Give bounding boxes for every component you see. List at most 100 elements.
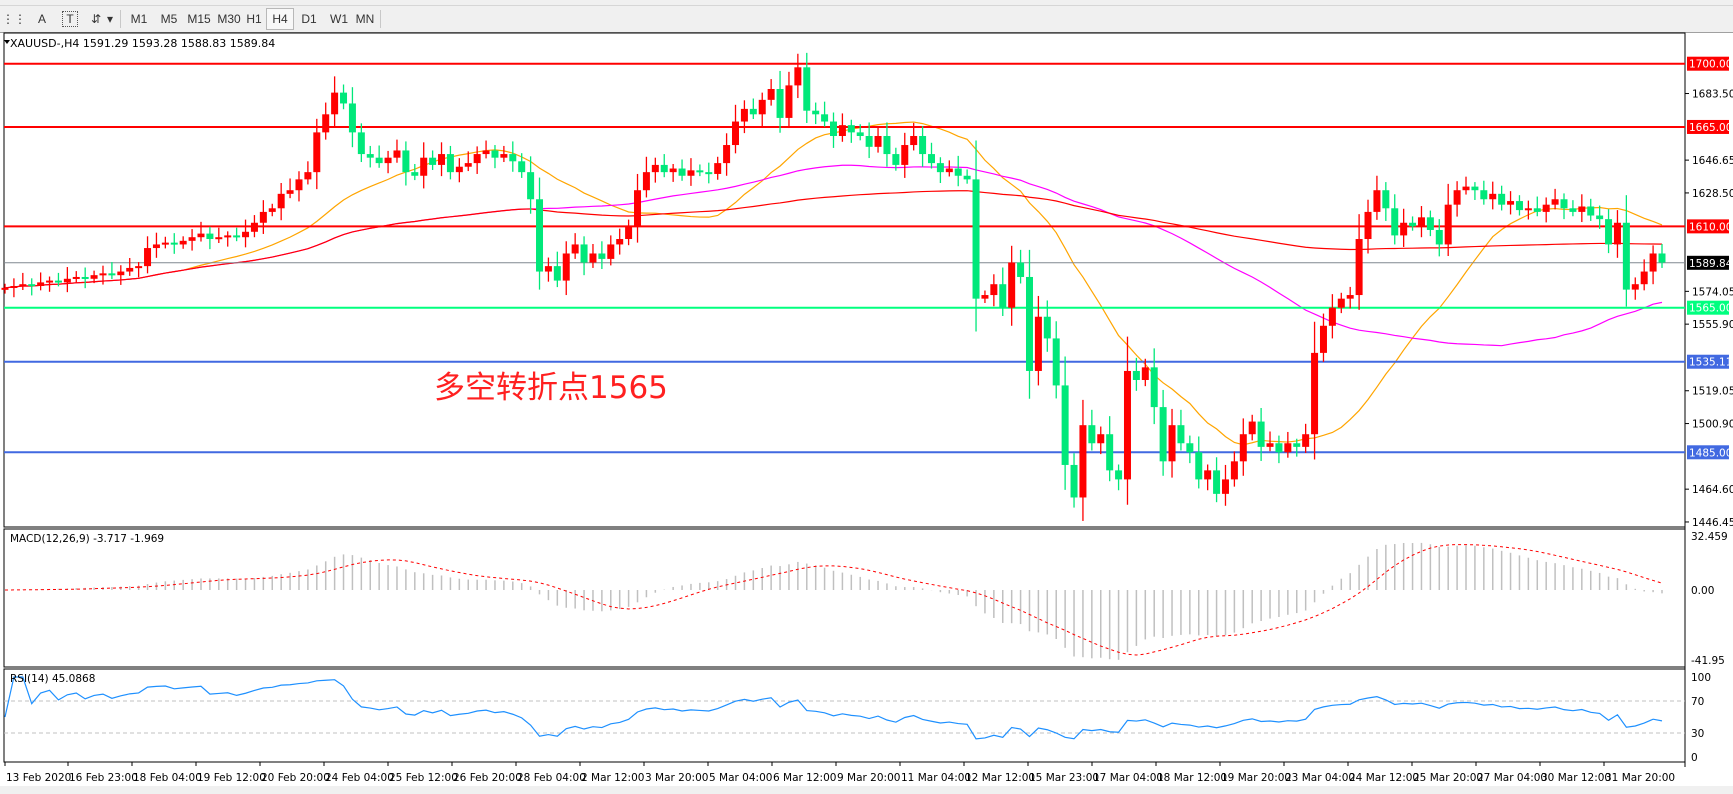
time-axis-label: 18 Mar 12:00 [1157,772,1227,784]
bull-candle-body [838,125,846,136]
timeframe-d1-button[interactable]: D1 [301,12,317,26]
time-axis-label: 11 Mar 04:00 [901,772,971,784]
text-tool-icon[interactable]: A [37,12,46,26]
timeframe-h1-button[interactable]: H1 [246,12,262,26]
time-axis-label: 25 Feb 12:00 [389,772,458,784]
bear-candle-body [1471,186,1479,191]
bull-candle-body [322,114,330,133]
bull-candle-body [197,233,205,238]
price-axis-label: 1464.60 [1692,484,1733,496]
bear-candle-body [553,266,561,281]
bear-candle-body [1596,215,1604,220]
timeframe-mn-button[interactable]: MN [355,12,375,26]
bull-candle-body [313,132,321,173]
candles [1,52,1666,521]
bear-candle-body [1017,262,1025,277]
macd-axis-label: -41.95 [1691,655,1725,667]
bear-candle-body [954,168,962,176]
collapse-triangle-icon[interactable] [4,40,10,44]
bull-candle-body [1444,204,1452,245]
bear-candle-body [1177,425,1185,444]
bull-candle-body [1141,367,1149,380]
bear-candle-body [1025,276,1033,371]
bull-candle-body [1346,295,1354,299]
bull-candle-body [589,253,597,263]
bear-candle-body [1480,190,1488,200]
bull-candle-body [179,240,187,245]
toolbar-separator [380,10,381,28]
bull-candle-body [473,154,481,164]
timeframe-m15-button[interactable]: M15 [187,12,211,26]
time-axis-label: 5 Mar 04:00 [709,772,772,784]
arrows-tool-icon[interactable]: ⇵ [90,12,102,26]
bear-candle-body [1070,464,1078,498]
bull-candle-body [714,163,722,174]
current-price-label: 1589.84 [1689,258,1733,270]
bull-candle-body [250,222,258,232]
text-label-tool-icon[interactable]: T [62,11,78,27]
bull-candle-body [500,154,508,158]
bear-candle-body [883,135,891,155]
timeframe-w1-button[interactable]: W1 [330,12,348,26]
bull-candle-body [634,190,642,227]
bull-candle-body [393,150,401,158]
bull-candle-body [607,244,615,259]
bull-candle-body [910,135,918,146]
time-axis-label: 26 Feb 20:00 [453,772,522,784]
bear-candle-body [108,273,116,276]
bull-candle-body [1221,479,1229,494]
bear-candle-body [1115,470,1123,480]
timeframe-h4-button[interactable]: H4 [266,8,294,30]
bull-candle-body [1613,222,1621,245]
price-axis-label: 1500.90 [1692,419,1733,431]
bull-candle-body [1649,253,1657,272]
ma-slow-line [4,190,1663,289]
bear-candle-body [491,150,499,158]
bear-candle-body [1426,217,1434,230]
level-price-label: 1535.11 [1689,357,1732,369]
bear-candle-body [1605,219,1613,245]
bear-candle-body [340,92,348,104]
time-axis-label: 20 Feb 20:00 [261,772,330,784]
timeframe-m1-button[interactable]: M1 [130,12,148,26]
bull-candle-body [1034,316,1042,371]
bull-candle-body [1640,271,1648,285]
bull-candle-body [616,239,624,245]
bear-candle-body [206,233,214,240]
annotation-text: 多空转折点1565 [434,370,668,406]
time-axis-label: 6 Mar 12:00 [773,772,836,784]
bull-candle-body [63,278,71,283]
bull-candle-body [1319,325,1327,353]
timeframe-m30-button[interactable]: M30 [217,12,241,26]
bull-candle-body [46,280,54,283]
bear-candle-body [660,164,668,173]
dropdown-arrow-icon[interactable]: ▾ [106,12,114,26]
bear-candle-body [536,199,544,272]
bull-candle-body [482,150,490,155]
timeframe-m5-button[interactable]: M5 [160,12,178,26]
bear-candle-body [366,154,374,158]
level-price-label: 1610.00 [1689,221,1732,233]
bear-candle-body [509,154,517,162]
bull-candle-body [571,244,579,254]
bull-candle-body [874,135,882,147]
time-axis-label: 19 Feb 12:00 [197,772,266,784]
bear-candle-body [1052,338,1060,386]
bear-candle-body [1088,425,1096,444]
bull-candle-body [135,266,143,269]
time-axis-label: 18 Feb 04:00 [133,772,202,784]
bear-candle-body [1498,193,1506,205]
bear-candle-body [1658,253,1666,263]
bear-candle-body [233,235,241,238]
level-price-tag [1687,219,1729,234]
bull-candle-body [651,164,659,173]
bull-candle-body [1578,206,1586,212]
toolbar-separator [120,10,121,28]
bull-candle-body [785,85,793,118]
bear-candle-body [1043,316,1051,339]
bear-candle-body [527,172,535,200]
bull-candle-body [1168,425,1176,462]
bear-candle-body [1293,443,1301,447]
period-separator-icon[interactable]: ⋮⋮ [2,12,26,26]
